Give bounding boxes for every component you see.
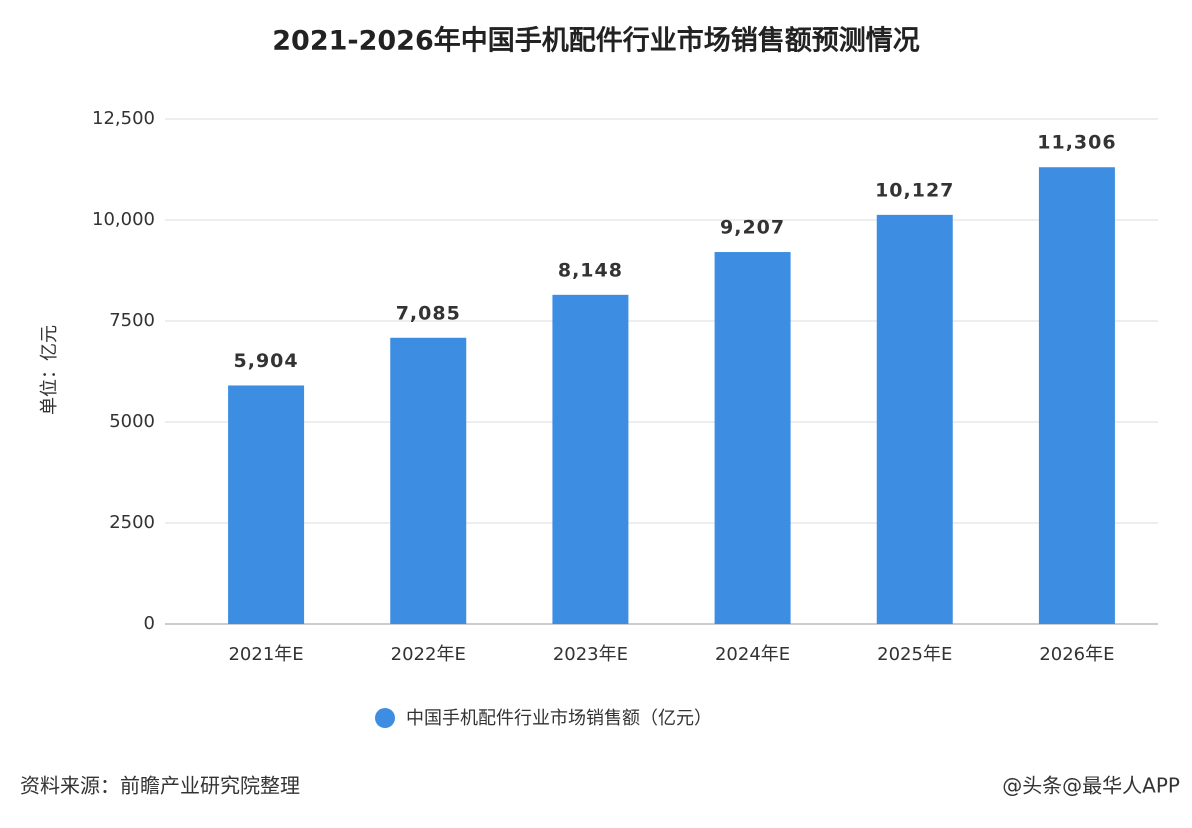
bar — [390, 337, 467, 624]
bar — [228, 385, 305, 624]
x-tick-label: 2022年E — [391, 644, 466, 665]
value-label: 11,306 — [1037, 132, 1116, 154]
y-axis-label: 单位：亿元 — [39, 325, 60, 415]
x-tick-label: 2021年E — [228, 644, 303, 665]
value-label: 10,127 — [875, 179, 954, 201]
y-tick-label: 7500 — [109, 310, 155, 331]
bar — [552, 294, 629, 624]
bar — [876, 214, 953, 624]
x-tick-label: 2024年E — [715, 644, 790, 665]
y-tick-label: 10,000 — [92, 209, 155, 230]
bar — [1038, 167, 1115, 624]
y-tick-label: 2500 — [109, 512, 155, 533]
y-tick-label: 12,500 — [92, 108, 155, 129]
legend-marker — [375, 708, 395, 728]
value-label: 5,904 — [234, 350, 299, 372]
source: 资料来源：前瞻产业研究院整理 — [20, 774, 300, 798]
bar — [714, 252, 791, 624]
value-label: 9,207 — [720, 217, 785, 239]
value-label: 7,085 — [396, 302, 461, 324]
watermark: @头条@最华人APP — [1002, 774, 1180, 798]
x-tick-label: 2026年E — [1039, 644, 1114, 665]
x-tick-label: 2023年E — [553, 644, 628, 665]
y-tick-label: 5000 — [109, 411, 155, 432]
legend-label: 中国手机配件行业市场销售额（亿元） — [406, 708, 712, 729]
x-tick-label: 2025年E — [877, 644, 952, 665]
y-tick-label: 0 — [144, 613, 155, 634]
chart-title: 2021-2026年中国手机配件行业市场销售额预测情况 — [272, 25, 920, 57]
value-label: 8,148 — [558, 259, 623, 281]
